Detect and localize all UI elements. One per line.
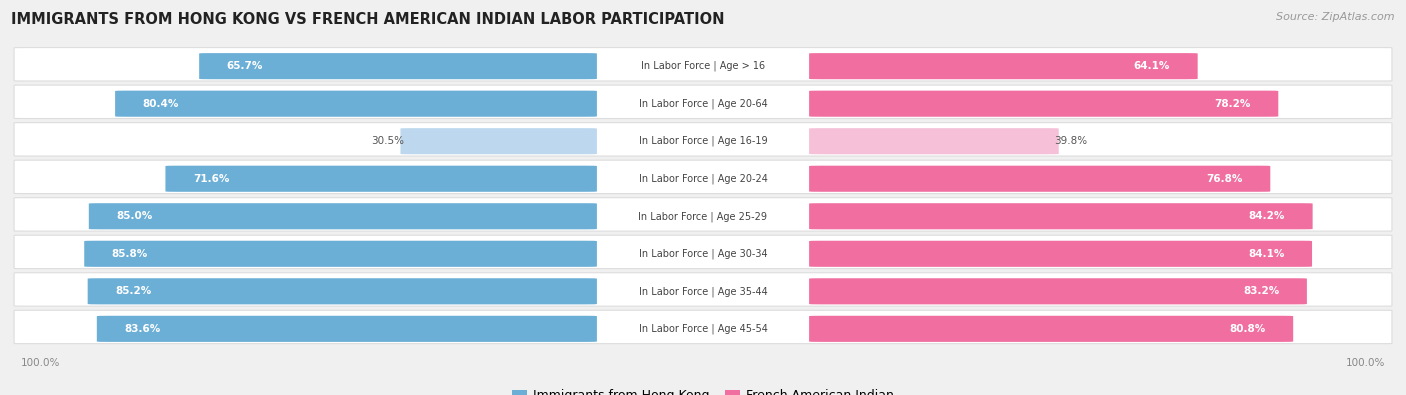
Text: 78.2%: 78.2% <box>1215 99 1251 109</box>
Text: In Labor Force | Age 20-24: In Labor Force | Age 20-24 <box>638 173 768 184</box>
Text: 76.8%: 76.8% <box>1206 174 1243 184</box>
FancyBboxPatch shape <box>14 85 1392 118</box>
Text: 65.7%: 65.7% <box>226 61 263 71</box>
Text: In Labor Force | Age 35-44: In Labor Force | Age 35-44 <box>638 286 768 297</box>
Text: IMMIGRANTS FROM HONG KONG VS FRENCH AMERICAN INDIAN LABOR PARTICIPATION: IMMIGRANTS FROM HONG KONG VS FRENCH AMER… <box>11 12 724 27</box>
FancyBboxPatch shape <box>14 160 1392 194</box>
Text: 39.8%: 39.8% <box>1054 136 1088 146</box>
Text: 100.0%: 100.0% <box>21 358 60 368</box>
FancyBboxPatch shape <box>808 241 1312 267</box>
Text: 84.1%: 84.1% <box>1249 249 1285 259</box>
FancyBboxPatch shape <box>14 310 1392 344</box>
Text: 85.0%: 85.0% <box>117 211 153 221</box>
Text: 85.2%: 85.2% <box>115 286 152 296</box>
Text: 64.1%: 64.1% <box>1133 61 1170 71</box>
FancyBboxPatch shape <box>200 53 598 79</box>
FancyBboxPatch shape <box>166 166 598 192</box>
Text: Source: ZipAtlas.com: Source: ZipAtlas.com <box>1277 12 1395 22</box>
FancyBboxPatch shape <box>14 47 1392 81</box>
Text: 30.5%: 30.5% <box>371 136 405 146</box>
Text: In Labor Force | Age 16-19: In Labor Force | Age 16-19 <box>638 136 768 147</box>
FancyBboxPatch shape <box>808 53 1198 79</box>
FancyBboxPatch shape <box>14 122 1392 156</box>
Text: In Labor Force | Age 25-29: In Labor Force | Age 25-29 <box>638 211 768 222</box>
Text: In Labor Force | Age 20-64: In Labor Force | Age 20-64 <box>638 98 768 109</box>
Text: 100.0%: 100.0% <box>1346 358 1385 368</box>
FancyBboxPatch shape <box>808 316 1294 342</box>
FancyBboxPatch shape <box>808 278 1308 305</box>
Text: 85.8%: 85.8% <box>112 249 148 259</box>
FancyBboxPatch shape <box>808 128 1059 154</box>
Text: 80.8%: 80.8% <box>1229 324 1265 334</box>
FancyBboxPatch shape <box>89 203 598 229</box>
FancyBboxPatch shape <box>14 273 1392 306</box>
FancyBboxPatch shape <box>14 235 1392 269</box>
FancyBboxPatch shape <box>97 316 598 342</box>
Text: In Labor Force | Age 45-54: In Labor Force | Age 45-54 <box>638 324 768 334</box>
Legend: Immigrants from Hong Kong, French American Indian: Immigrants from Hong Kong, French Americ… <box>508 384 898 395</box>
FancyBboxPatch shape <box>14 198 1392 231</box>
FancyBboxPatch shape <box>808 90 1278 117</box>
FancyBboxPatch shape <box>808 203 1313 229</box>
FancyBboxPatch shape <box>87 278 598 305</box>
Text: 71.6%: 71.6% <box>193 174 229 184</box>
Text: In Labor Force | Age 30-34: In Labor Force | Age 30-34 <box>638 248 768 259</box>
Text: 83.6%: 83.6% <box>124 324 160 334</box>
Text: In Labor Force | Age > 16: In Labor Force | Age > 16 <box>641 61 765 71</box>
FancyBboxPatch shape <box>84 241 598 267</box>
FancyBboxPatch shape <box>115 90 598 117</box>
Text: 84.2%: 84.2% <box>1249 211 1285 221</box>
FancyBboxPatch shape <box>401 128 598 154</box>
Text: 83.2%: 83.2% <box>1243 286 1279 296</box>
Text: 80.4%: 80.4% <box>142 99 179 109</box>
FancyBboxPatch shape <box>808 166 1270 192</box>
